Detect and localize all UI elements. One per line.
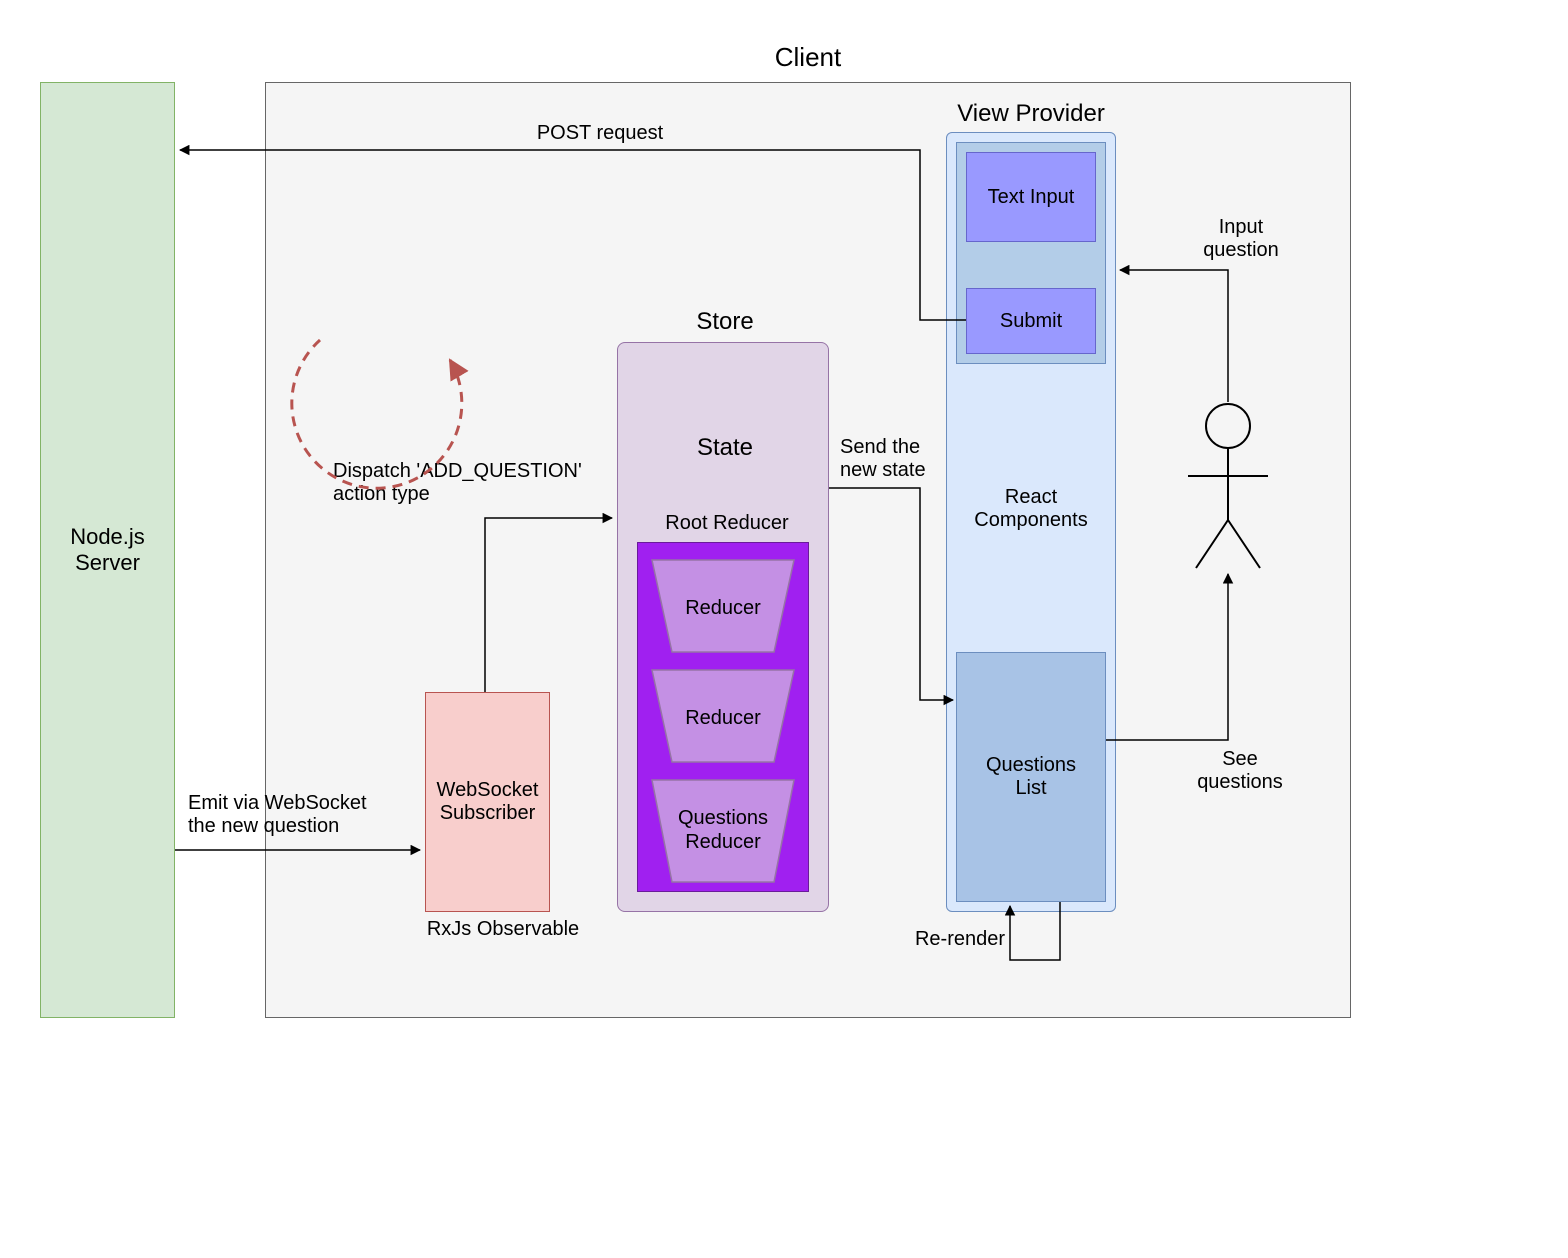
store-title: Store bbox=[660, 308, 790, 336]
dispatch-label: Dispatch 'ADD_QUESTION' action type bbox=[333, 460, 613, 506]
react-components-label: React Components bbox=[956, 486, 1106, 532]
root-reducer-box bbox=[637, 542, 809, 892]
client-title: Client bbox=[688, 42, 928, 73]
emit-label: Emit via WebSocket the new question bbox=[188, 792, 428, 838]
send-state-label: Send the new state bbox=[840, 436, 960, 482]
questions-list-box: Questions List bbox=[956, 652, 1106, 902]
see-questions-label: See questions bbox=[1180, 748, 1300, 794]
server-box: Node.js Server bbox=[40, 82, 175, 1018]
root-reducer-label: Root Reducer bbox=[642, 512, 812, 535]
submit-box: Submit bbox=[966, 288, 1096, 354]
rerender-label: Re-render bbox=[900, 928, 1020, 951]
websocket-subscriber-box: WebSocket Subscriber bbox=[425, 692, 550, 912]
architecture-diagram: Client Node.js Server Store State Root R… bbox=[20, 20, 1568, 1238]
text-input-box: Text Input bbox=[966, 152, 1096, 242]
post-request-label: POST request bbox=[500, 122, 700, 145]
state-label: State bbox=[670, 434, 780, 462]
input-question-label: Input question bbox=[1186, 216, 1296, 262]
view-provider-title: View Provider bbox=[936, 100, 1126, 128]
rxjs-caption: RxJs Observable bbox=[413, 918, 593, 941]
